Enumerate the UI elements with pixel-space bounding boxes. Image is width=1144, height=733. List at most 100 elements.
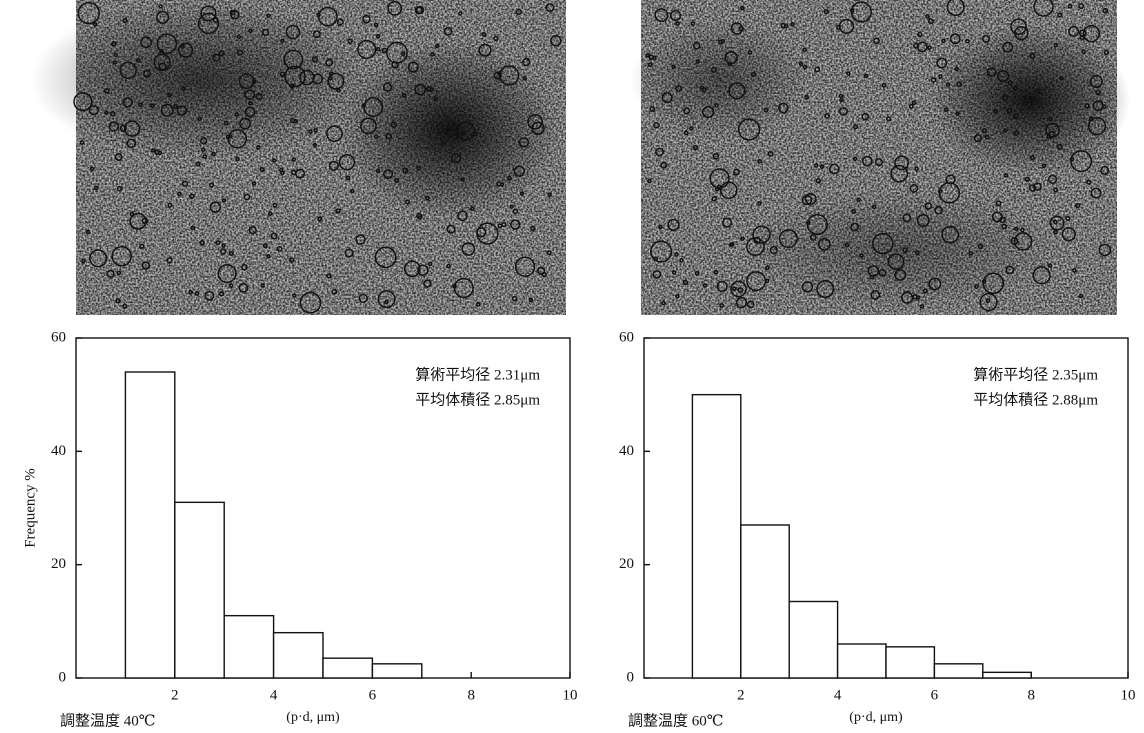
bubble <box>645 53 651 58</box>
bar <box>788 600 839 679</box>
bubble <box>934 206 943 215</box>
bubble <box>93 185 99 191</box>
bubble <box>290 117 296 124</box>
bubble <box>1065 216 1071 222</box>
bubble <box>984 134 990 140</box>
bubble <box>709 168 730 189</box>
bubble <box>689 126 694 131</box>
bubble <box>885 116 892 122</box>
bubble <box>325 58 334 67</box>
bubble <box>943 107 949 112</box>
bubble <box>647 62 653 68</box>
bubble <box>974 284 979 289</box>
bubble <box>997 69 1010 83</box>
bubble <box>985 298 991 304</box>
bubble <box>122 17 128 24</box>
bubble <box>861 112 870 121</box>
bubble <box>769 245 778 255</box>
bubble <box>671 64 676 70</box>
bubble <box>111 245 132 267</box>
bubble <box>937 188 943 194</box>
bubble <box>874 158 883 167</box>
bubble <box>683 107 691 115</box>
bubble <box>1057 12 1063 18</box>
bubble <box>390 121 397 128</box>
bubble <box>650 240 673 263</box>
bubble <box>212 17 219 23</box>
bubble <box>914 166 919 172</box>
bubble <box>123 120 141 137</box>
bubble <box>458 11 463 16</box>
bubble <box>497 223 503 229</box>
bubble <box>270 232 278 240</box>
bubble <box>861 155 873 167</box>
y-tick-label: 0 <box>627 669 635 685</box>
bubble <box>925 14 930 19</box>
bubble <box>383 168 394 180</box>
bar <box>322 657 374 679</box>
bubble <box>683 130 689 136</box>
bubble <box>407 61 419 73</box>
bubble <box>1014 26 1029 41</box>
bubble <box>1095 89 1102 96</box>
bubble <box>716 280 728 293</box>
bubble <box>262 243 268 249</box>
bubble <box>243 193 251 201</box>
bubble <box>514 256 536 277</box>
bubble <box>655 147 664 157</box>
bubble <box>326 273 332 279</box>
bubble <box>229 9 236 16</box>
bubble <box>1032 266 1051 285</box>
bubble <box>965 38 970 44</box>
micrograph-right <box>630 0 1130 315</box>
bubble <box>1006 107 1013 114</box>
bubble <box>894 268 907 281</box>
bubble <box>425 195 430 201</box>
bubble <box>401 93 407 98</box>
bubble <box>197 12 220 35</box>
bubble <box>375 168 381 174</box>
bubble <box>181 180 189 187</box>
bubble <box>746 300 755 309</box>
bubble <box>839 106 848 116</box>
bubble <box>513 165 525 177</box>
bubble <box>982 34 990 43</box>
y-axis-label: Frequency % <box>22 468 38 548</box>
bubble <box>140 36 153 49</box>
bubble <box>729 242 735 247</box>
bubble <box>838 93 844 99</box>
bubble <box>1047 263 1053 268</box>
bubble <box>425 86 432 92</box>
bubble <box>289 83 295 89</box>
bubble <box>1102 7 1109 14</box>
bubble <box>802 64 808 70</box>
bubble <box>763 107 769 113</box>
bubble <box>215 240 221 246</box>
bubble <box>228 251 234 257</box>
bubble <box>327 72 345 90</box>
bubble <box>930 77 937 83</box>
bubble <box>1033 182 1042 191</box>
bubble <box>652 270 662 279</box>
bubble <box>461 242 476 256</box>
bubble <box>238 282 249 293</box>
bubble <box>385 132 393 140</box>
bubble <box>661 92 673 104</box>
bubble <box>1084 103 1090 109</box>
bubble <box>497 71 502 76</box>
annotation: 平均体積径 2.88μm <box>973 391 1098 408</box>
bubble <box>870 290 881 300</box>
bubble <box>714 103 719 108</box>
bubble <box>1033 0 1054 17</box>
bubble <box>1041 163 1047 169</box>
bubble <box>511 295 518 302</box>
bubble <box>496 181 502 187</box>
bubble <box>77 1 100 25</box>
bubble <box>266 13 271 18</box>
bubble <box>173 104 179 109</box>
bubble <box>167 92 172 98</box>
bubble <box>778 102 789 114</box>
bubble <box>316 12 321 18</box>
bubble <box>999 216 1006 224</box>
bubble <box>394 177 399 183</box>
